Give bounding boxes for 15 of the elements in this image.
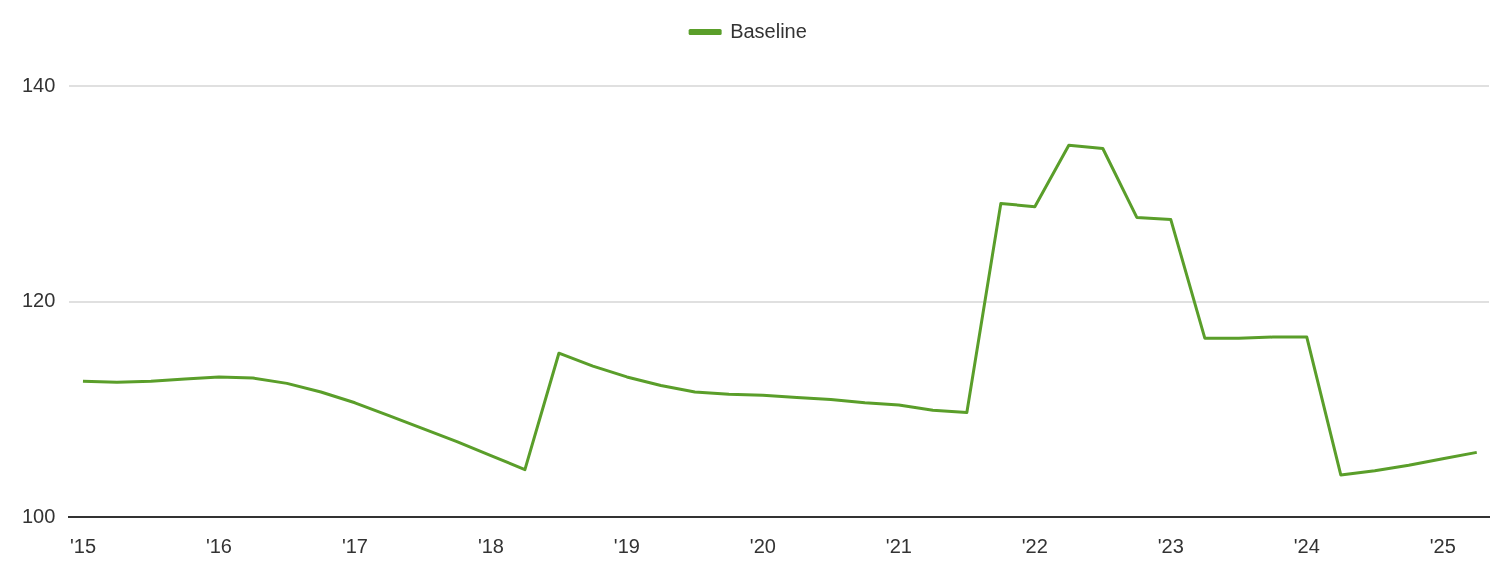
legend-label: Baseline	[730, 19, 807, 42]
x-tick-label: '21	[885, 534, 912, 557]
x-tick-label: '22	[1021, 534, 1048, 557]
x-tick-label: '25	[1429, 534, 1456, 557]
x-tick-label: '20	[749, 534, 776, 557]
x-tick-label: '23	[1157, 534, 1184, 557]
x-tick-label: '17	[341, 534, 368, 557]
y-tick-label: 140	[21, 73, 56, 96]
x-tick-label: '18	[477, 534, 504, 557]
x-tick-label: '15	[69, 534, 97, 557]
x-tick-label: '24	[1293, 534, 1320, 557]
x-tick-label: '16	[205, 534, 232, 557]
y-tick-label: 120	[21, 289, 56, 312]
x-tick-label: '19	[613, 534, 640, 557]
y-tick-label: 100	[21, 504, 56, 527]
